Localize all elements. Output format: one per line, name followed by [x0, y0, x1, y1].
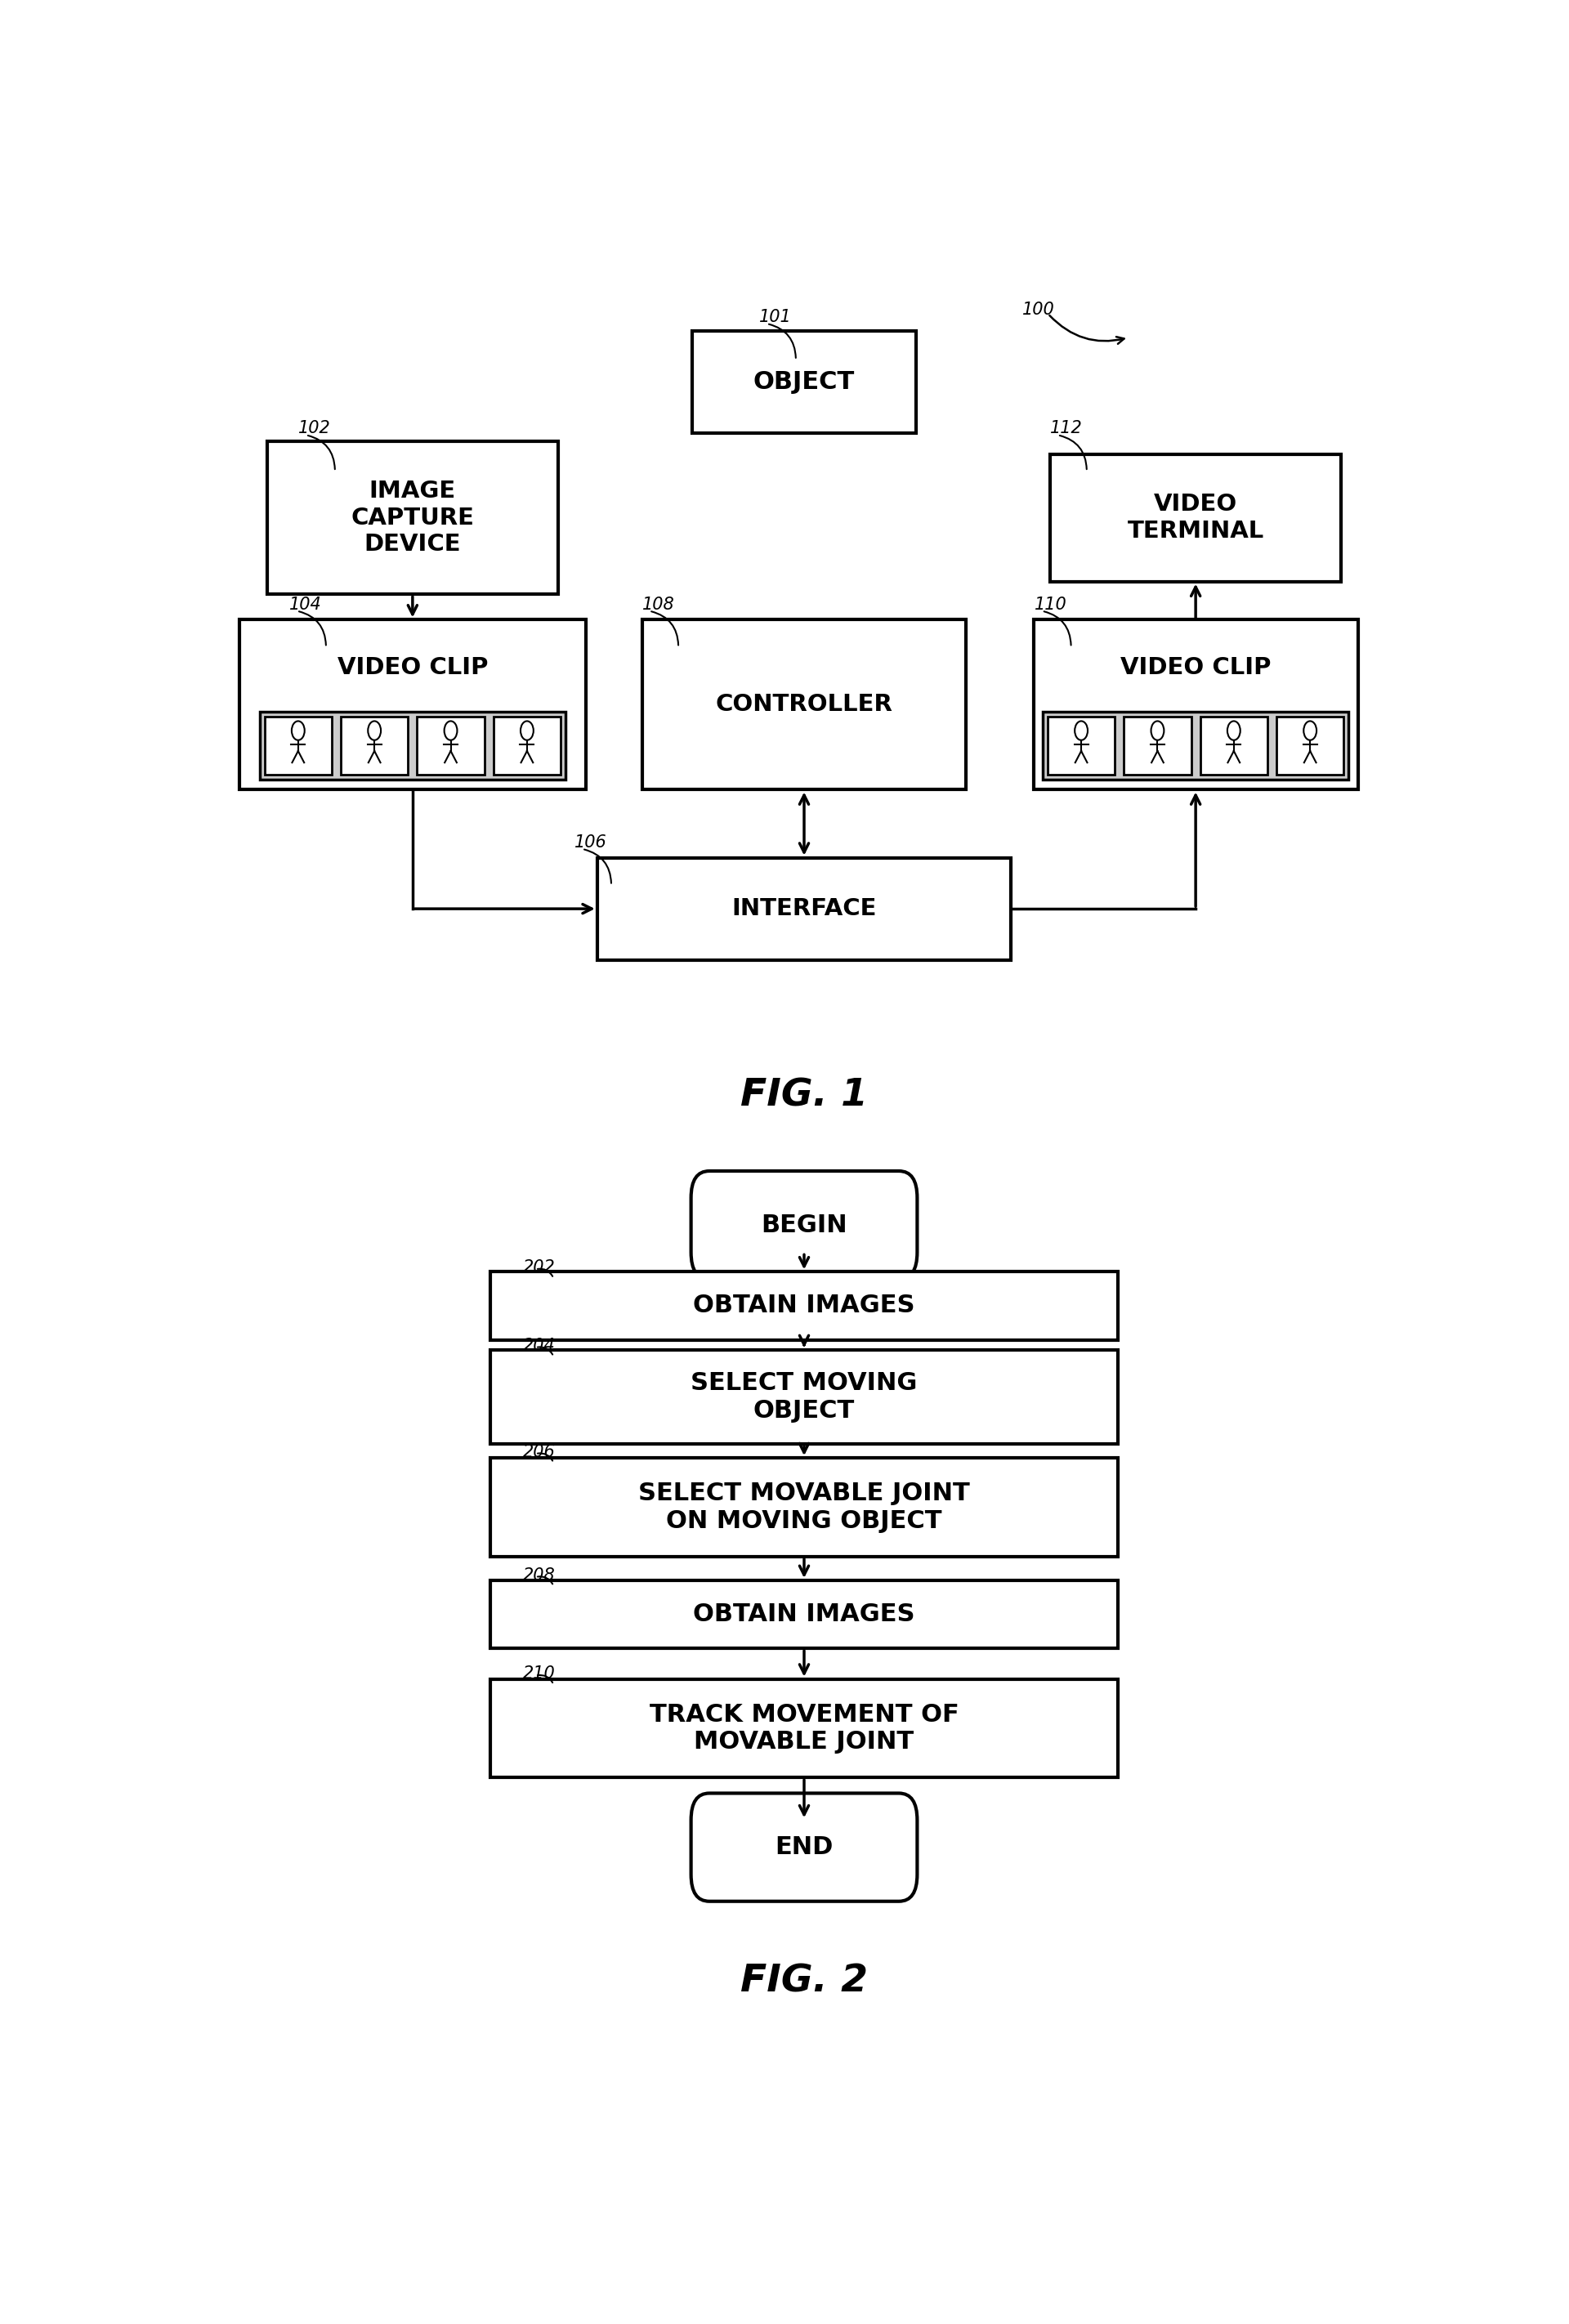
FancyBboxPatch shape	[340, 716, 408, 774]
FancyBboxPatch shape	[1123, 716, 1191, 774]
Text: VIDEO CLIP: VIDEO CLIP	[337, 655, 488, 679]
Text: 202: 202	[522, 1260, 555, 1276]
FancyBboxPatch shape	[642, 621, 967, 790]
FancyBboxPatch shape	[1050, 453, 1341, 581]
FancyBboxPatch shape	[493, 716, 560, 774]
FancyBboxPatch shape	[265, 716, 331, 774]
Text: 100: 100	[1023, 302, 1054, 318]
Text: 106: 106	[574, 834, 607, 851]
FancyBboxPatch shape	[1200, 716, 1268, 774]
Text: 112: 112	[1050, 421, 1083, 437]
Text: SELECT MOVABLE JOINT
ON MOVING OBJECT: SELECT MOVABLE JOINT ON MOVING OBJECT	[639, 1483, 970, 1534]
FancyBboxPatch shape	[1048, 716, 1116, 774]
Text: IMAGE
CAPTURE
DEVICE: IMAGE CAPTURE DEVICE	[351, 479, 474, 555]
Text: 102: 102	[298, 421, 331, 437]
Text: CONTROLLER: CONTROLLER	[715, 693, 893, 716]
Text: FIG. 2: FIG. 2	[741, 1964, 868, 2001]
Text: INTERFACE: INTERFACE	[731, 897, 877, 920]
Text: 208: 208	[522, 1566, 555, 1583]
FancyBboxPatch shape	[690, 1171, 918, 1278]
FancyBboxPatch shape	[238, 621, 585, 790]
FancyBboxPatch shape	[491, 1678, 1117, 1778]
FancyBboxPatch shape	[1034, 621, 1357, 790]
Text: OBJECT: OBJECT	[753, 370, 855, 393]
Text: OBTAIN IMAGES: OBTAIN IMAGES	[693, 1294, 915, 1318]
Text: 108: 108	[642, 597, 675, 614]
FancyBboxPatch shape	[598, 858, 1010, 960]
Text: 210: 210	[522, 1666, 555, 1683]
Text: END: END	[775, 1836, 833, 1859]
FancyBboxPatch shape	[491, 1271, 1117, 1341]
Text: OBTAIN IMAGES: OBTAIN IMAGES	[693, 1604, 915, 1627]
FancyBboxPatch shape	[1277, 716, 1343, 774]
FancyBboxPatch shape	[491, 1580, 1117, 1648]
FancyBboxPatch shape	[1043, 711, 1348, 779]
Text: 110: 110	[1034, 597, 1067, 614]
FancyBboxPatch shape	[260, 711, 565, 779]
Text: VIDEO CLIP: VIDEO CLIP	[1120, 655, 1271, 679]
Text: 104: 104	[290, 597, 322, 614]
Text: 204: 204	[522, 1339, 555, 1355]
Text: FIG. 1: FIG. 1	[741, 1078, 868, 1113]
Text: BEGIN: BEGIN	[761, 1213, 847, 1236]
FancyBboxPatch shape	[690, 1794, 918, 1901]
FancyBboxPatch shape	[491, 1350, 1117, 1443]
Text: SELECT MOVING
OBJECT: SELECT MOVING OBJECT	[690, 1371, 918, 1422]
FancyBboxPatch shape	[491, 1457, 1117, 1557]
Text: 206: 206	[522, 1443, 555, 1459]
Text: VIDEO
TERMINAL: VIDEO TERMINAL	[1127, 493, 1265, 541]
FancyBboxPatch shape	[417, 716, 485, 774]
Text: TRACK MOVEMENT OF
MOVABLE JOINT: TRACK MOVEMENT OF MOVABLE JOINT	[650, 1703, 959, 1755]
FancyBboxPatch shape	[267, 442, 559, 595]
FancyBboxPatch shape	[692, 330, 916, 432]
Text: 101: 101	[759, 309, 792, 325]
